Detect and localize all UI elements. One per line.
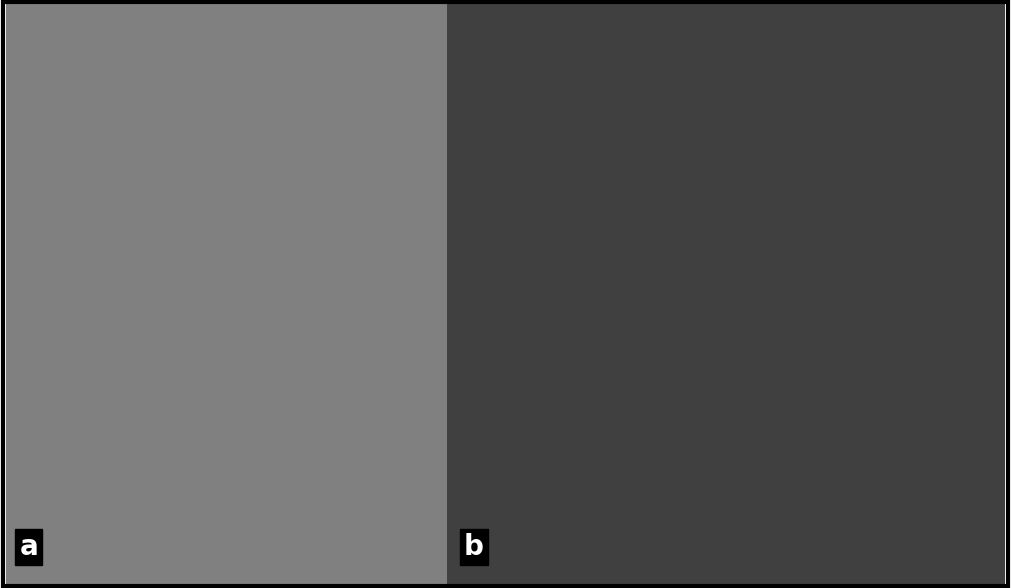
Text: b: b: [464, 533, 484, 561]
Text: a: a: [19, 533, 38, 561]
